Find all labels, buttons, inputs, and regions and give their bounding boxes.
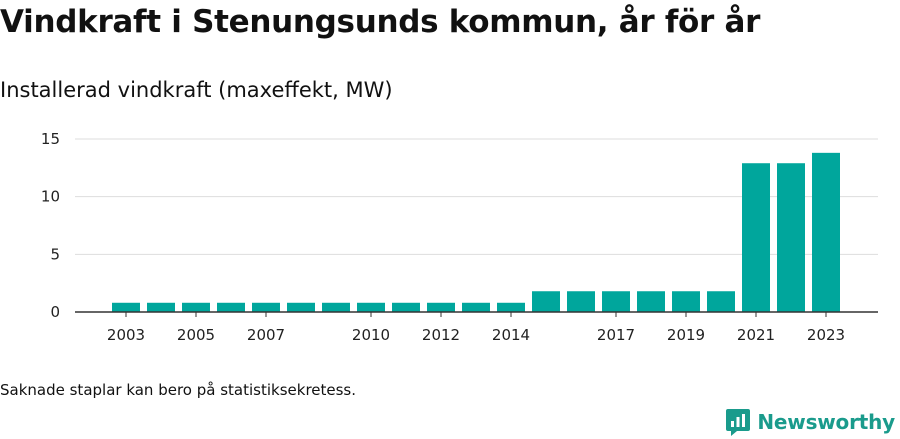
y-tick-label: 10 [41,188,60,206]
bar [182,302,210,312]
x-tick-label: 2019 [667,326,705,344]
chart-subtitle: Installerad vindkraft (maxeffekt, MW) [0,78,393,102]
bar [637,291,665,312]
bar [112,302,140,312]
brand-name: Newsworthy [757,410,895,434]
y-tick-label: 0 [50,303,60,321]
chart-title: Vindkraft i Stenungsunds kommun, år för … [0,4,761,40]
bars [112,152,840,312]
x-tick-label: 2007 [247,326,285,344]
bar-chart: 0 5 10 15 2003 2005 2007 2010 2012 2014 2017 2019 20… [41,130,878,344]
bar [357,302,385,312]
newsworthy-logo-icon [726,409,751,436]
bar [567,291,595,312]
y-tick-label: 5 [50,245,60,263]
bar [427,302,455,312]
x-tick-label: 2005 [177,326,215,344]
bar [252,302,280,312]
bar [777,163,805,312]
axes: 0 5 10 15 2003 2005 2007 2010 2012 2014 2017 2019 20… [41,130,878,344]
footnote: Saknade staplar kan bero på statistiksek… [0,381,357,399]
bar [532,291,560,312]
y-tick-label: 15 [41,130,60,148]
bar [462,302,490,312]
x-tick-label: 2010 [352,326,390,344]
bar [707,291,735,312]
x-tick-label: 2012 [422,326,460,344]
x-tick-label: 2017 [597,326,635,344]
bar [497,302,525,312]
x-tick-label: 2003 [107,326,145,344]
bar [287,302,315,312]
bar [602,291,630,312]
bar [812,152,840,312]
bar [742,163,770,312]
bar [392,302,420,312]
x-tick-label: 2023 [807,326,845,344]
bar [217,302,245,312]
x-tick-label: 2021 [737,326,775,344]
x-tick-label: 2014 [492,326,530,344]
brand-logo: Newsworthy [725,407,895,437]
bar [322,302,350,312]
bar [147,302,175,312]
bar [672,291,700,312]
